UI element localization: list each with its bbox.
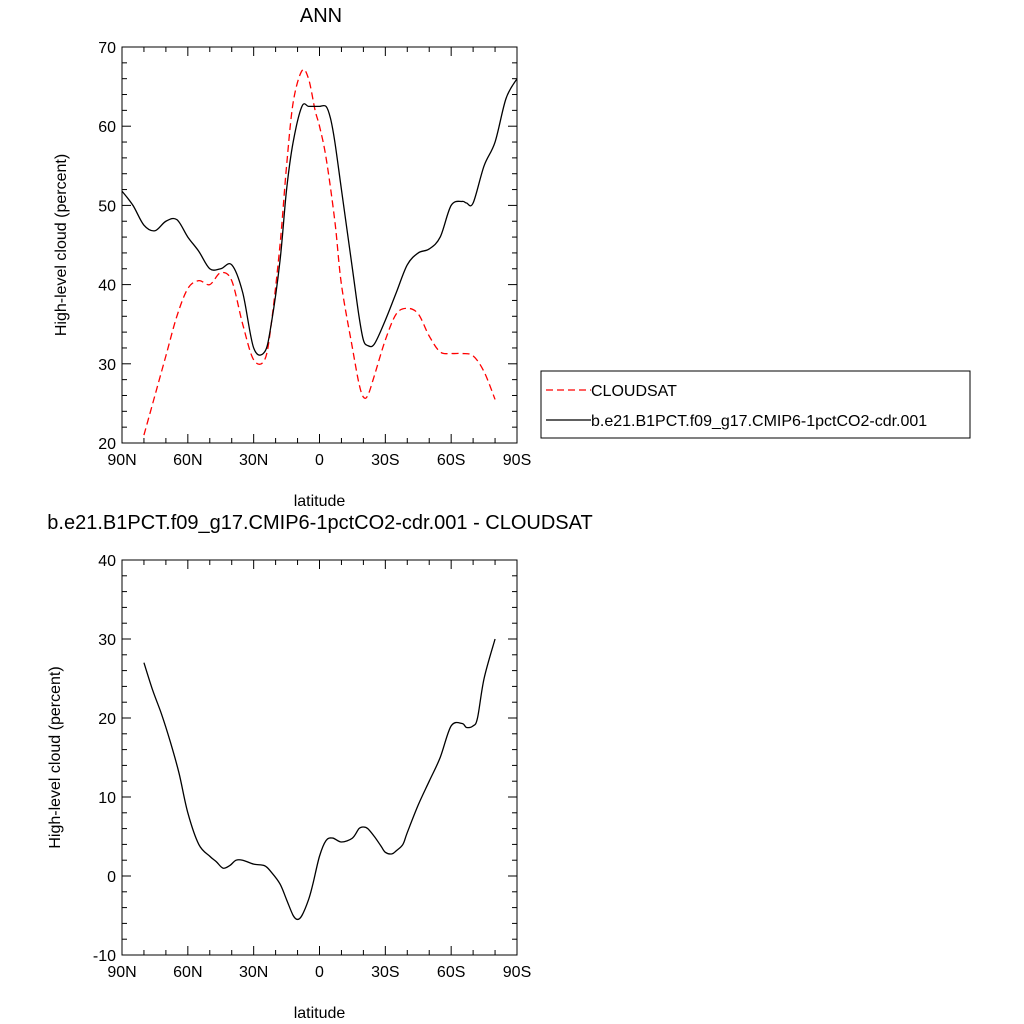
x-axis-label: latitude xyxy=(294,1005,346,1022)
series-group xyxy=(143,638,496,921)
y-tick-label: 10 xyxy=(98,790,116,807)
series-line-b-e21-b1pct-f09-g17-cmip6-1pctco2-cdr-001 xyxy=(122,78,517,356)
legend-label: b.e21.B1PCT.f09_g17.CMIP6-1pctCO2-cdr.00… xyxy=(591,413,927,430)
x-tick-label: 60N xyxy=(173,964,202,981)
x-tick-label: 30S xyxy=(371,452,399,469)
y-axis-label: High-level cloud (percent) xyxy=(47,666,64,848)
x-tick-label: 60N xyxy=(173,452,202,469)
series-line-0 xyxy=(143,638,496,921)
y-tick-label: 50 xyxy=(98,198,116,215)
y-tick-label: 30 xyxy=(98,357,116,374)
x-tick-label: 60S xyxy=(437,964,465,981)
y-tick-label: -10 xyxy=(93,948,116,965)
y-tick-label: 20 xyxy=(98,711,116,728)
x-tick-label: 0 xyxy=(315,964,324,981)
y-axis-label: High-level cloud (percent) xyxy=(53,154,70,336)
x-tick-label: 0 xyxy=(315,452,324,469)
x-tick-label: 60S xyxy=(437,452,465,469)
y-tick-label: 60 xyxy=(98,119,116,136)
x-tick-label: 90S xyxy=(503,964,531,981)
y-tick-label: 30 xyxy=(98,632,116,649)
y-tick-label: 40 xyxy=(98,553,116,570)
legend-box xyxy=(540,370,971,439)
chart-title: b.e21.B1PCT.f09_g17.CMIP6-1pctCO2-cdr.00… xyxy=(47,512,592,534)
x-tick-label: 90S xyxy=(503,452,531,469)
x-tick-label: 90N xyxy=(107,452,136,469)
y-tick-label: 20 xyxy=(98,436,116,453)
x-tick-label: 30N xyxy=(239,964,268,981)
series-line-cloudsat xyxy=(143,68,496,436)
bottom-chart: b.e21.B1PCT.f09_g17.CMIP6-1pctCO2-cdr.00… xyxy=(47,512,593,1022)
legend-label: CLOUDSAT xyxy=(591,383,677,400)
y-tick-label: 70 xyxy=(98,40,116,57)
y-tick-label: 40 xyxy=(98,278,116,295)
x-tick-label: 30N xyxy=(239,452,268,469)
plot-frame xyxy=(121,559,518,956)
x-axis-label: latitude xyxy=(294,493,346,510)
series-group xyxy=(122,68,517,436)
top-chart: ANN 90N 60N 30N 0 30S 60S 90S 20 30 40 50 60 70 latitu… xyxy=(53,5,531,510)
legend: CLOUDSAT b.e21.B1PCT.f09_g17.CMIP6-1pctCO… xyxy=(540,370,971,439)
y-tick-label: 0 xyxy=(107,869,116,886)
x-tick-label: 30S xyxy=(371,964,399,981)
chart-title: ANN xyxy=(300,5,342,27)
x-tick-label: 90N xyxy=(107,964,136,981)
